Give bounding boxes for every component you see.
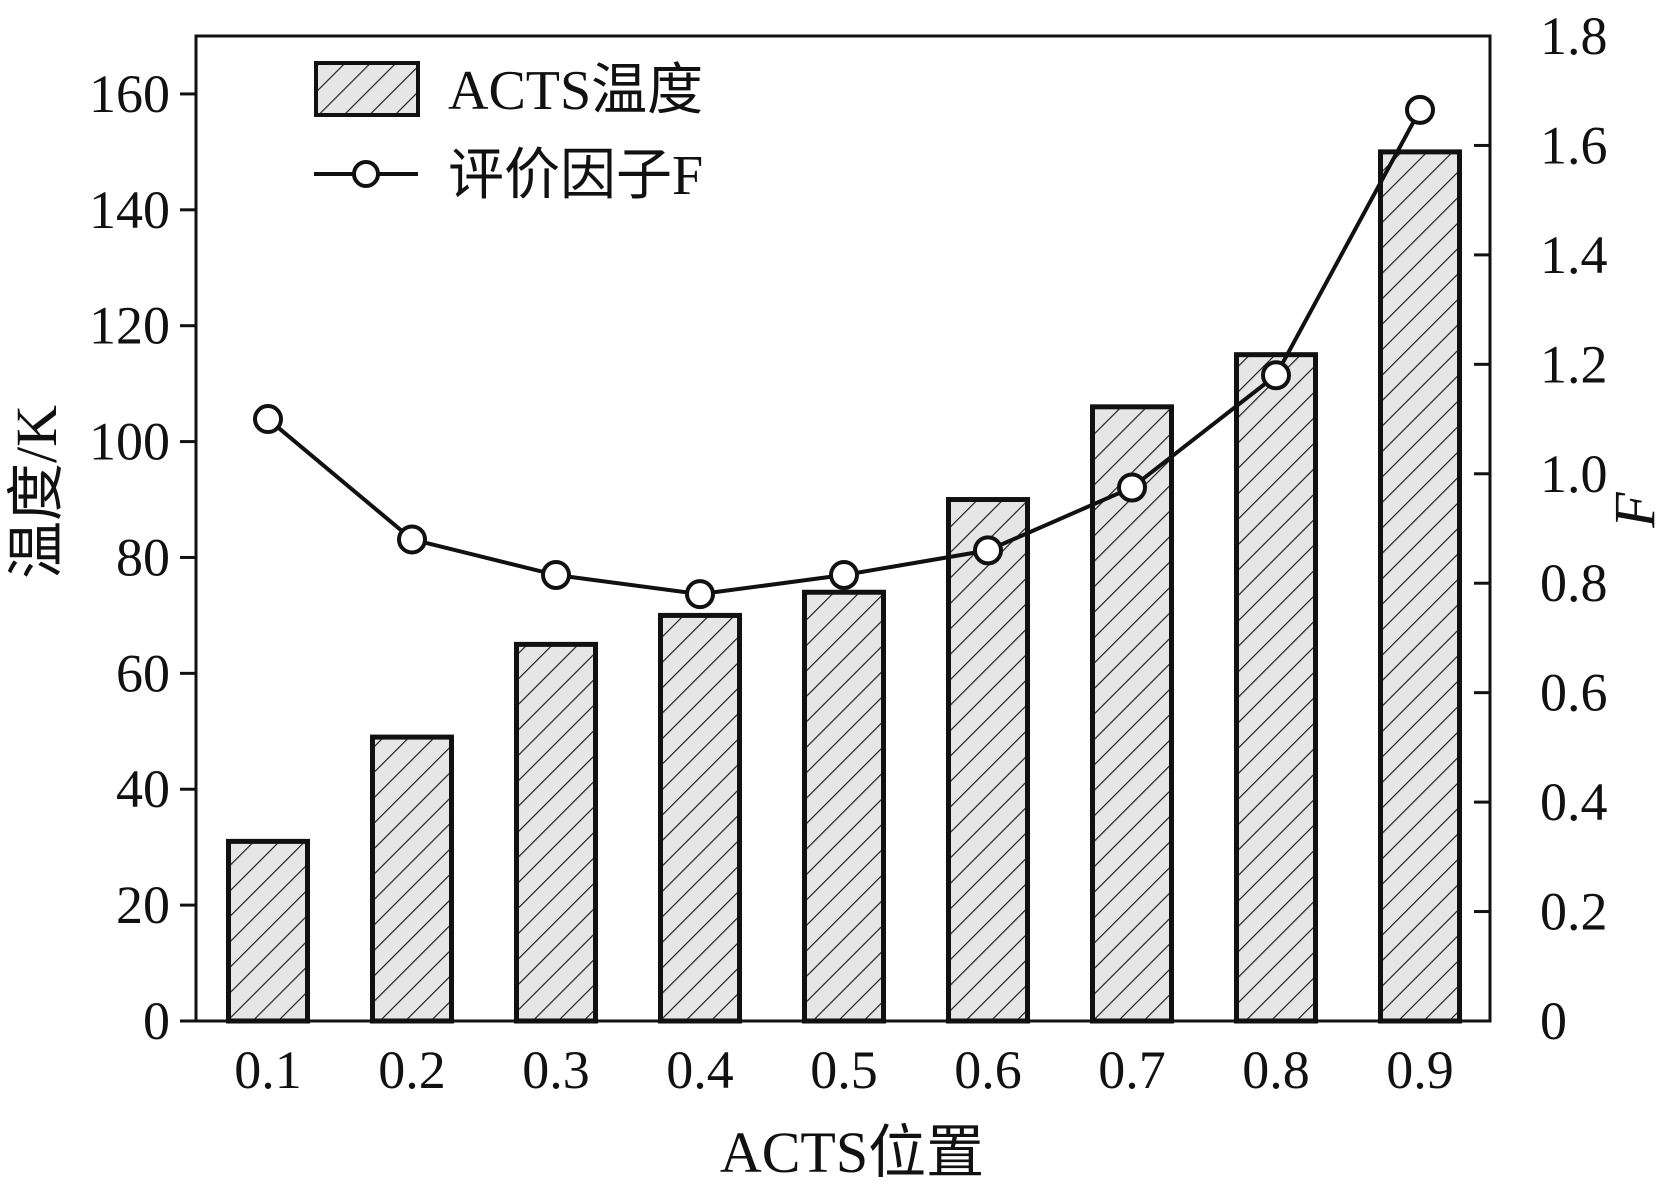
f-point-0.7 — [1117, 472, 1147, 503]
x-tick-label: 0.6 — [954, 1040, 1022, 1100]
legend-line-label: 评价因子F — [448, 145, 703, 207]
f-point-0.4 — [685, 579, 715, 610]
x-tick-label: 0.5 — [810, 1040, 878, 1100]
y2-tick-label: 1.2 — [1540, 334, 1608, 394]
bar-0.6 — [946, 497, 1030, 1024]
y2-tick-label: 1.4 — [1540, 225, 1608, 285]
axes: 0 20 40 60 80 100 120 140 160 0 0.2 0.4 0.6 0.8 1.0 1.2… — [89, 6, 1608, 1100]
x-tick-label: 0.1 — [234, 1040, 302, 1100]
x-tick-label: 0.2 — [378, 1040, 446, 1100]
bar-0.8 — [1234, 352, 1318, 1024]
legend-line-marker — [352, 160, 380, 188]
bar-0.1 — [226, 838, 310, 1024]
y2-tick-label: 0 — [1540, 991, 1567, 1051]
y-tick-label: 140 — [89, 180, 170, 240]
x-tick-label: 0.9 — [1386, 1040, 1454, 1100]
bar-0.4 — [658, 612, 742, 1024]
y-tick-label: 160 — [89, 64, 170, 124]
bar-0.5 — [802, 589, 886, 1024]
x-tick-label: 0.3 — [522, 1040, 590, 1100]
f-point-0.8 — [1261, 360, 1291, 391]
y2-tick-label: 1.6 — [1540, 115, 1608, 175]
f-point-0.1 — [253, 404, 283, 435]
x-tick-label: 0.7 — [1098, 1040, 1166, 1100]
y-tick-label: 120 — [89, 296, 170, 356]
y-tick-label: 80 — [116, 527, 170, 587]
y2-tick-label: 1.8 — [1540, 6, 1608, 66]
y-axis-title: 温度/K — [4, 405, 69, 579]
plot-frame — [194, 34, 1492, 1023]
y2-tick-label: 1.0 — [1540, 444, 1608, 504]
x-tick-label: 0.8 — [1242, 1040, 1310, 1100]
y2-tick-label: 0.6 — [1540, 663, 1608, 723]
f-point-0.2 — [397, 524, 427, 555]
y-tick-label: 20 — [116, 875, 170, 935]
line-series — [253, 94, 1435, 610]
legend-bar-swatch — [314, 61, 420, 117]
f-point-0.6 — [973, 535, 1003, 566]
y-tick-label: 0 — [143, 991, 170, 1051]
y2-tick-label: 0.8 — [1540, 553, 1608, 613]
x-tick-label: 0.4 — [666, 1040, 734, 1100]
f-point-0.5 — [829, 560, 859, 591]
y-tick-label: 40 — [116, 759, 170, 819]
y2-tick-label: 0.2 — [1540, 882, 1608, 942]
x-axis-title: ACTS位置 — [720, 1120, 984, 1185]
f-point-0.9 — [1405, 94, 1435, 125]
f-point-0.3 — [541, 560, 571, 591]
y-tick-label: 60 — [116, 643, 170, 703]
legend: ACTS温度 评价因子F — [314, 60, 703, 207]
bar-0.9 — [1378, 149, 1462, 1024]
bar-0.3 — [514, 641, 598, 1024]
y2-axis-title: F — [1602, 492, 1667, 529]
y-tick-label: 100 — [89, 412, 170, 472]
bar-0.2 — [370, 734, 454, 1024]
legend-bar-label: ACTS温度 — [448, 60, 703, 122]
y2-tick-label: 0.4 — [1540, 772, 1608, 832]
